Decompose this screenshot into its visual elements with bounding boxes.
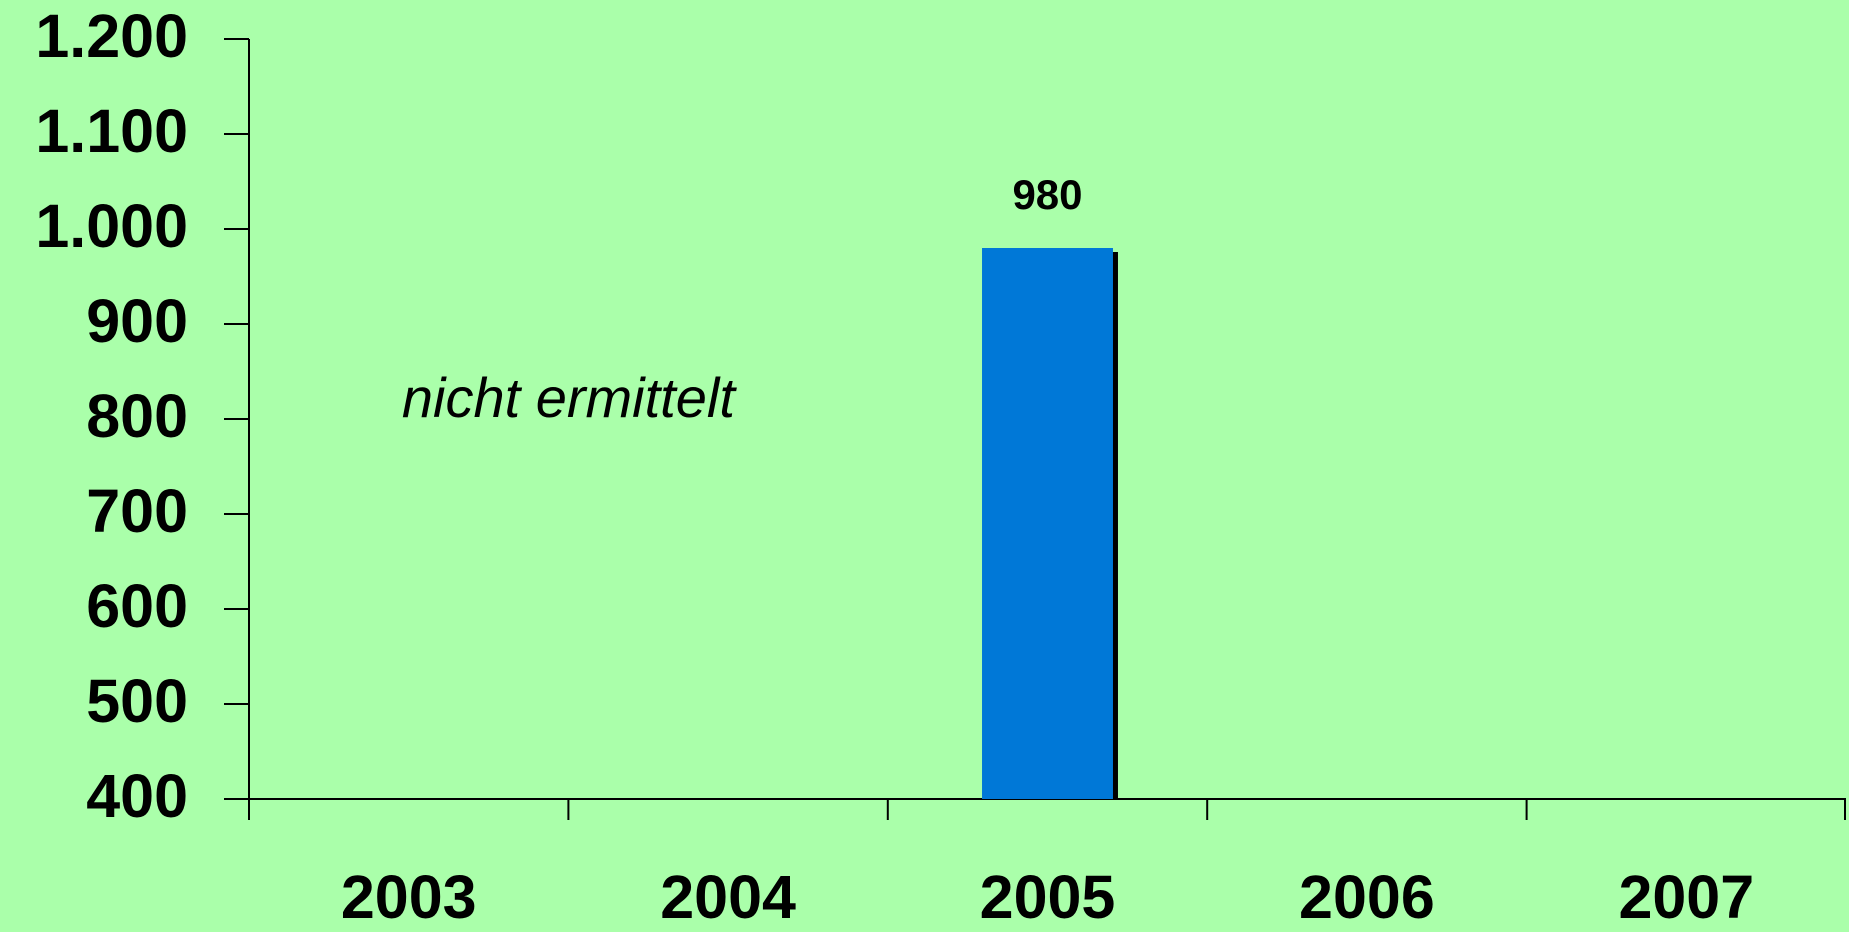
x-tick-label: 2003 <box>341 863 477 931</box>
y-tick-label: 600 <box>86 572 188 640</box>
y-tick-label: 900 <box>86 287 188 355</box>
x-tick-label: 2006 <box>1299 863 1435 931</box>
y-tick-label: 700 <box>86 477 188 545</box>
value-label: 980 <box>1012 171 1082 218</box>
y-tick-label: 1.200 <box>35 2 188 70</box>
annotation: nicht ermittelt <box>402 366 737 429</box>
x-tick-label: 2004 <box>660 863 796 931</box>
x-tick-label: 2007 <box>1618 863 1754 931</box>
x-tick-label: 2005 <box>980 863 1116 931</box>
y-tick-label: 500 <box>86 667 188 735</box>
y-tick-label: 1.100 <box>35 97 188 165</box>
y-tick-label: 1.000 <box>35 192 188 260</box>
y-tick-label: 800 <box>86 382 188 450</box>
bar <box>982 248 1113 799</box>
y-tick-label: 400 <box>86 762 188 830</box>
